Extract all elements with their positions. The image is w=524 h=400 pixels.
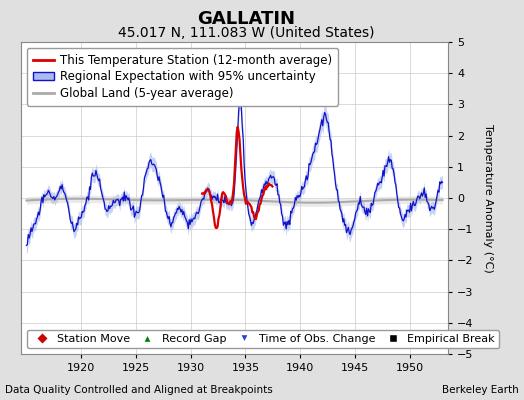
Y-axis label: Temperature Anomaly (°C): Temperature Anomaly (°C) [483,124,493,272]
Text: Berkeley Earth: Berkeley Earth [442,385,519,395]
Text: GALLATIN: GALLATIN [197,10,296,28]
Legend: Station Move, Record Gap, Time of Obs. Change, Empirical Break: Station Move, Record Gap, Time of Obs. C… [27,330,499,348]
Text: 45.017 N, 111.083 W (United States): 45.017 N, 111.083 W (United States) [118,26,375,40]
Text: Data Quality Controlled and Aligned at Breakpoints: Data Quality Controlled and Aligned at B… [5,385,273,395]
